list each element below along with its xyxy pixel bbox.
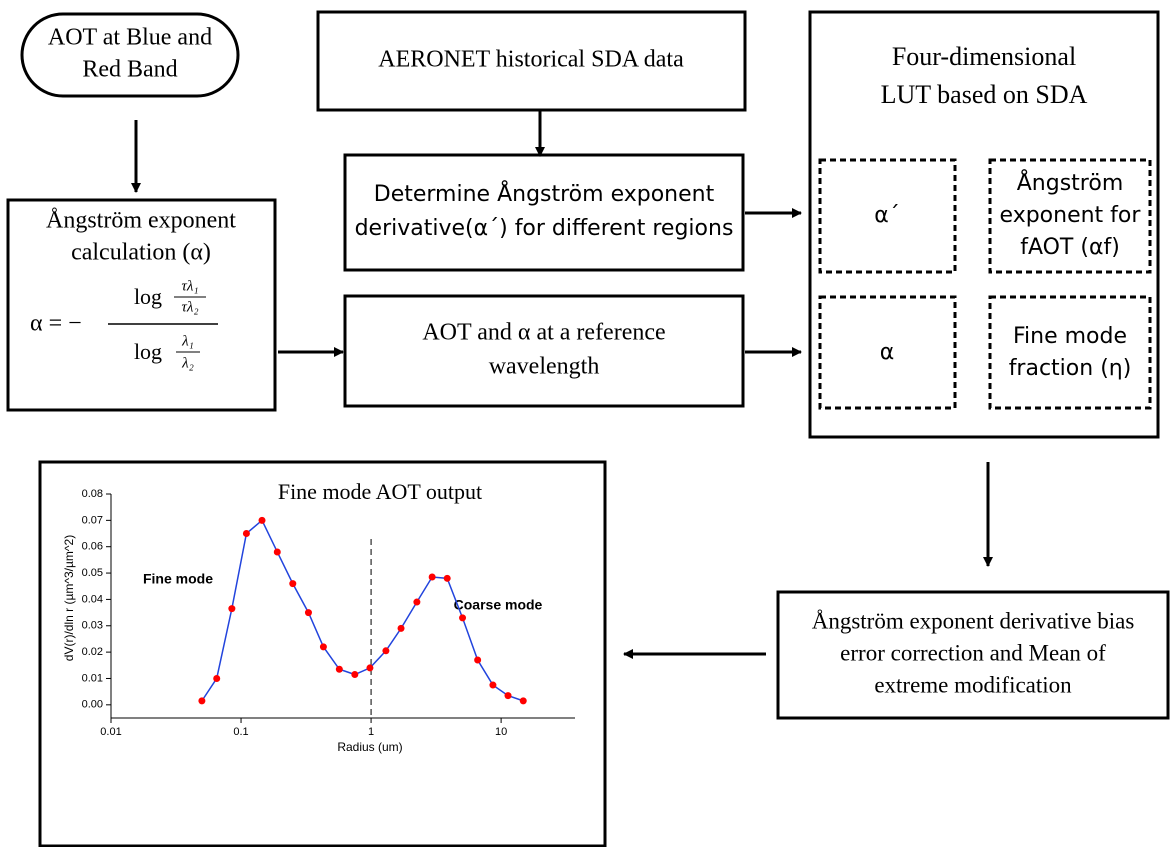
x-tick-label: 0.01 <box>100 726 121 738</box>
node-label: Determine Ångström exponent <box>374 180 715 207</box>
data-point <box>351 671 359 679</box>
y-tick-label: 0.01 <box>82 672 103 684</box>
data-point <box>489 681 497 689</box>
data-point <box>213 674 221 682</box>
node-label: α <box>880 340 895 365</box>
node-label: extreme modification <box>874 672 1072 697</box>
data-point <box>319 643 327 651</box>
node-label: Four-dimensional <box>892 42 1076 71</box>
node-label: Ångström exponent derivative bias <box>812 608 1135 633</box>
data-point <box>443 574 451 582</box>
node-label: AERONET historical SDA data <box>378 47 684 73</box>
data-point <box>366 664 374 672</box>
formula-text: log <box>134 339 162 364</box>
node-label: error correction and Mean of <box>840 640 1106 665</box>
formula-text: τλ₂ <box>181 299 198 315</box>
y-tick-label: 0.02 <box>82 646 103 658</box>
data-point <box>459 614 467 622</box>
data-point <box>428 573 436 581</box>
node-label: LUT based on SDA <box>881 80 1088 109</box>
x-tick-label: 10 <box>495 726 507 738</box>
node-label: wavelength <box>489 354 600 380</box>
data-point <box>382 647 390 655</box>
data-point <box>242 530 250 538</box>
data-line <box>201 519 524 702</box>
node-label: AOT at Blue and <box>48 25 212 51</box>
formula-text: log <box>134 284 162 309</box>
chart-frame <box>38 460 607 847</box>
data-point <box>289 580 297 588</box>
node-label: fraction (η) <box>1009 356 1132 381</box>
data-point <box>335 665 343 673</box>
box <box>808 10 1160 439</box>
y-tick-label: 0.07 <box>82 514 103 526</box>
box <box>343 294 745 408</box>
formula-text: λ₂ <box>181 355 194 371</box>
node-label: calculation (α) <box>71 240 211 266</box>
annotation: Coarse mode <box>454 597 543 613</box>
node-label: Ångström exponent <box>46 208 236 234</box>
y-tick-label: 0.00 <box>82 699 103 711</box>
y-tick-label: 0.08 <box>82 488 103 500</box>
node-label: Red Band <box>82 57 177 83</box>
box <box>776 590 1170 720</box>
data-point <box>519 697 527 705</box>
x-tick-label: 0.1 <box>233 726 248 738</box>
formula-text: α = − <box>30 311 82 337</box>
node-label: fAOT (αf) <box>1020 235 1120 260</box>
data-point <box>228 605 236 613</box>
y-axis-label: dV(r)/dln r (µm^3/µm^2) <box>62 535 76 661</box>
data-point <box>397 624 405 632</box>
dashed-box <box>818 158 957 274</box>
y-tick-label: 0.05 <box>82 567 103 579</box>
x-axis-label: Radius (um) <box>337 740 402 754</box>
box <box>316 10 747 112</box>
data-point <box>474 656 482 664</box>
node-label: α´ <box>874 203 900 228</box>
dashed-box <box>818 295 957 410</box>
arrows <box>131 110 993 659</box>
dashed-box <box>988 295 1152 410</box>
box <box>343 153 745 272</box>
node-label: Fine mode <box>1013 324 1127 349</box>
data-point <box>504 692 512 700</box>
data-point <box>273 548 281 556</box>
x-tick-label: 1 <box>368 726 374 738</box>
annotation: Fine mode <box>143 571 213 587</box>
box <box>6 198 277 412</box>
node-label: derivative(α´) for different regions <box>355 216 734 241</box>
formula-text: τλ₁ <box>181 278 198 294</box>
data-point <box>304 609 312 617</box>
node-label: AOT and α at a reference <box>422 320 665 346</box>
y-tick-label: 0.04 <box>82 593 103 605</box>
y-tick-label: 0.06 <box>82 541 103 553</box>
chart-title: Fine mode AOT output <box>278 479 482 504</box>
y-tick-label: 0.03 <box>82 620 103 632</box>
node-label: exponent for <box>1000 203 1142 228</box>
data-point <box>258 516 266 524</box>
data-point <box>413 598 421 606</box>
dashed-box <box>988 158 1152 274</box>
data-point <box>198 697 206 705</box>
box <box>20 12 240 98</box>
formula-text: λ₁ <box>181 333 194 349</box>
node-label: Ångström <box>1017 169 1124 196</box>
